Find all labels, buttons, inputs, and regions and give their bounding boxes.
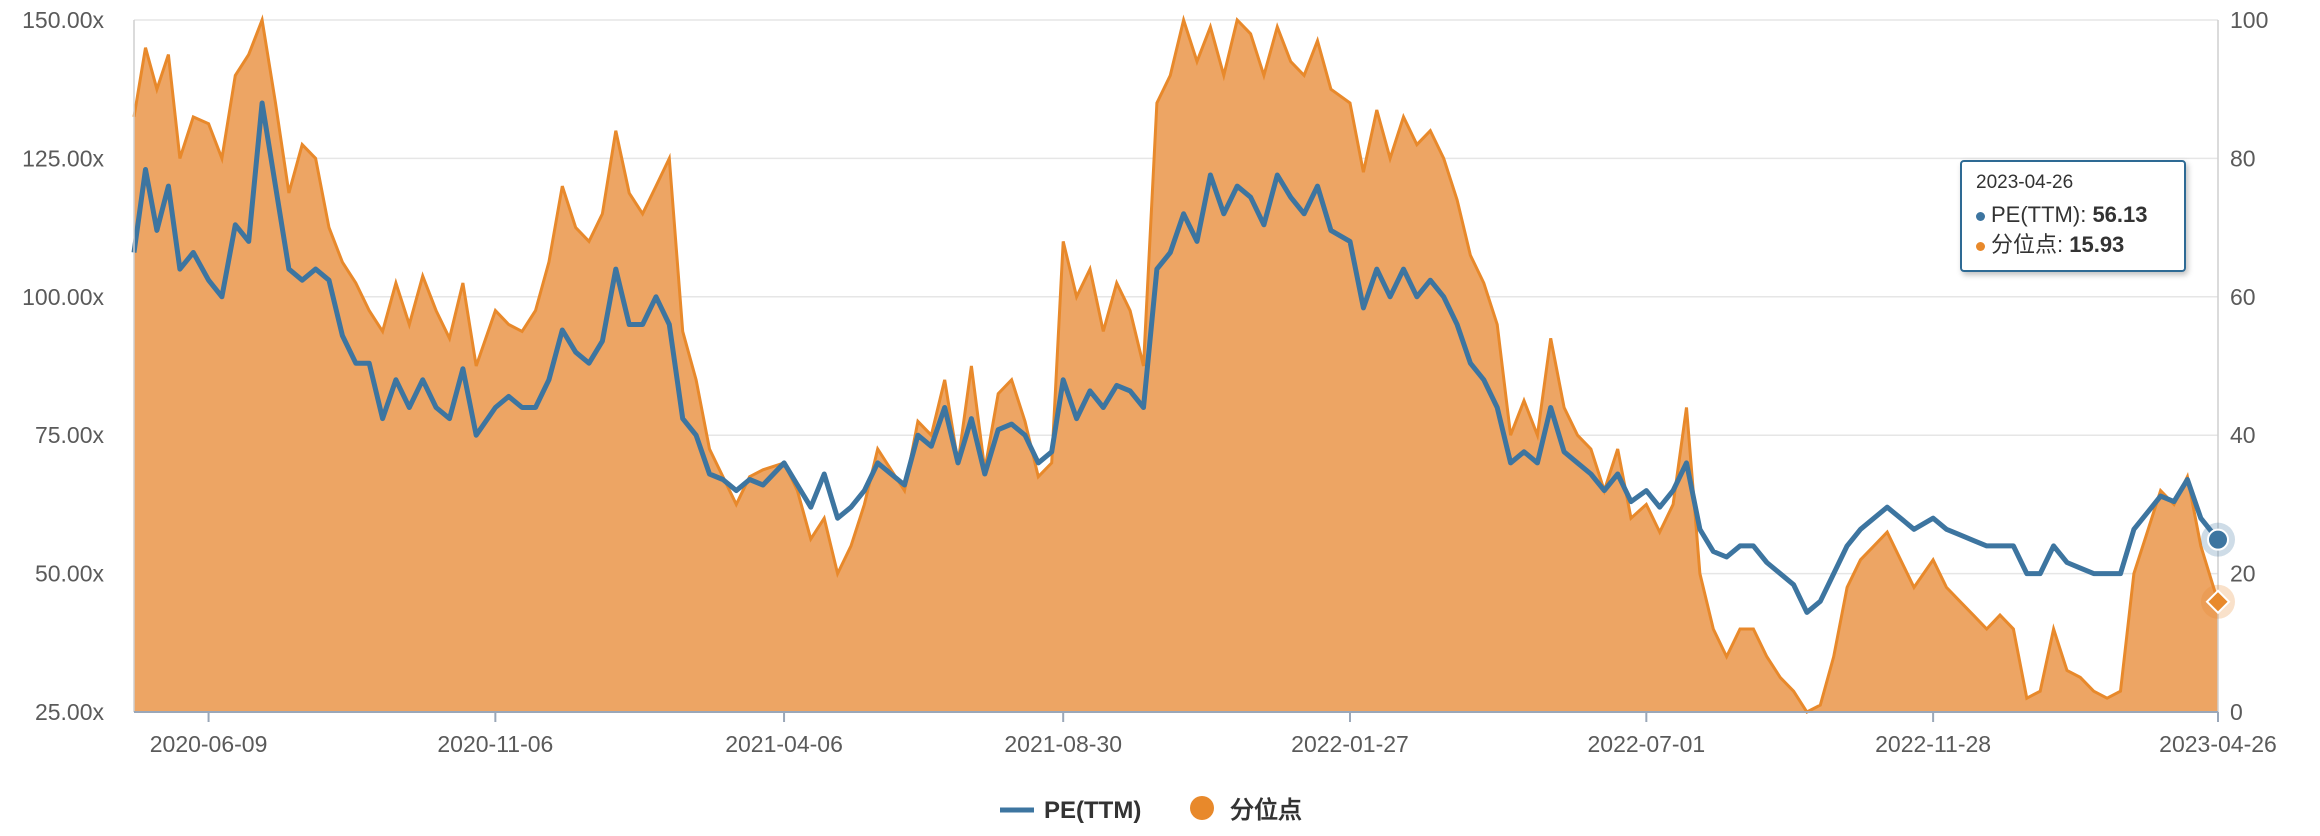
left-tick-label: 75.00x bbox=[35, 422, 105, 448]
legend-pe-label[interactable]: PE(TTM) bbox=[1044, 797, 1141, 824]
right-tick-label: 60 bbox=[2230, 284, 2256, 310]
tooltip-pe-row: PE(TTM): 56.13 bbox=[1976, 200, 2170, 230]
axes: 150.00x 125.00x 100.00x 75.00x 50.00x 25.00x 1… bbox=[22, 7, 2277, 757]
legend[interactable]: PE(TTM) 分位点 bbox=[1000, 796, 1302, 824]
tooltip: 2023-04-26 PE(TTM): 56.13 分位点: 15.93 bbox=[1960, 160, 2186, 272]
left-tick-label: 100.00x bbox=[22, 284, 104, 310]
tooltip-pe-label: PE(TTM): bbox=[1991, 202, 2093, 227]
x-tick-label: 2020-06-09 bbox=[150, 731, 268, 757]
right-tick-label: 0 bbox=[2230, 699, 2243, 725]
pe-ttm-line bbox=[131, 100, 2220, 615]
right-tick-label: 100 bbox=[2230, 7, 2268, 33]
x-tick-label: 2021-08-30 bbox=[1004, 731, 1122, 757]
x-tick-label: 2022-11-28 bbox=[1875, 731, 1991, 757]
tooltip-date: 2023-04-26 bbox=[1976, 172, 2074, 193]
percentile-area-edge bbox=[132, 14, 2220, 714]
percentile-area-fill bbox=[134, 20, 2218, 712]
left-tick-label: 125.00x bbox=[22, 145, 104, 171]
x-tick-label: 2022-01-27 bbox=[1291, 731, 1409, 757]
pct-hover-point bbox=[2205, 589, 2231, 615]
tooltip-pct-dot bbox=[1976, 241, 1985, 251]
legend-pct-label[interactable]: 分位点 bbox=[1230, 796, 1302, 824]
x-tick-label: 2020-11-06 bbox=[437, 731, 553, 757]
pe-hover-point bbox=[2207, 528, 2229, 551]
x-tick-label: 2022-07-01 bbox=[1588, 731, 1706, 757]
right-tick-label: 20 bbox=[2230, 561, 2256, 587]
right-tick-label: 80 bbox=[2230, 145, 2256, 171]
tooltip-pct-row: 分位点: 15.93 bbox=[1976, 230, 2170, 260]
left-tick-label: 25.00x bbox=[35, 699, 105, 725]
legend-pct-swatch bbox=[1190, 796, 1214, 820]
left-tick-label: 150.00x bbox=[22, 7, 104, 33]
tooltip-pe-value: 56.13 bbox=[2092, 202, 2148, 227]
left-tick-label: 50.00x bbox=[35, 561, 105, 587]
percentile-area bbox=[132, 14, 2220, 714]
tooltip-pct-value: 15.93 bbox=[2069, 232, 2125, 257]
tooltip-pe-dot bbox=[1976, 211, 1985, 221]
x-tick-label: 2021-04-06 bbox=[725, 731, 843, 757]
tooltip-pct-label: 分位点: bbox=[1991, 232, 2070, 257]
pe-line-layer bbox=[131, 100, 2220, 615]
hover-markers bbox=[2201, 522, 2235, 619]
right-tick-label: 40 bbox=[2230, 422, 2256, 448]
x-tick-label: 2023-04-26 bbox=[2159, 731, 2277, 757]
